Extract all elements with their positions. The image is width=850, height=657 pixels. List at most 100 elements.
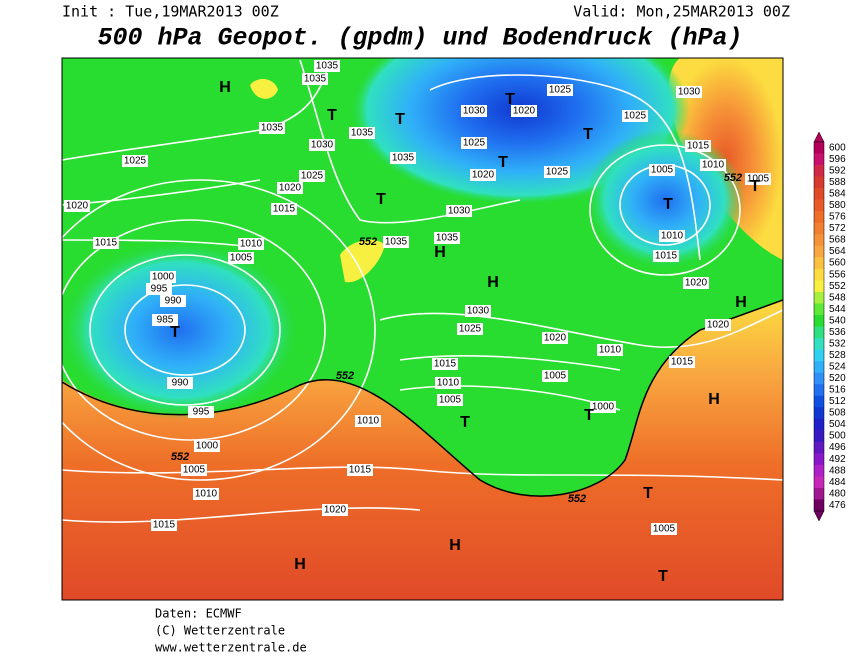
website: www.wetterzentrale.de: [155, 641, 307, 655]
valid-time: Valid: Mon,25MAR2013 00Z: [573, 3, 790, 21]
colorbar-label: 576: [829, 212, 846, 223]
low-pressure-center: T: [658, 568, 668, 585]
colorbar-swatch: [814, 395, 824, 408]
geopotential-label: 552: [171, 451, 189, 463]
low-pressure-center: T: [643, 485, 653, 502]
low-pressure-center: T: [327, 107, 337, 124]
isobar-label-box: [390, 152, 416, 164]
colorbar-label: 572: [829, 223, 846, 234]
isobar-label: 1010: [437, 378, 460, 389]
isobar-label-box: [457, 323, 483, 335]
isobar-label: 1015: [273, 204, 296, 215]
colorbar-label: 556: [829, 269, 846, 280]
isobar-label: 1005: [439, 395, 462, 406]
colorbar-label: 492: [829, 454, 846, 465]
colorbar-label: 500: [829, 431, 846, 442]
isobar-label: 1020: [685, 278, 708, 289]
isobar-label-box: [259, 122, 285, 134]
isobar-label-box: [669, 356, 695, 368]
colorbar-label: 532: [829, 338, 846, 349]
isobar-label-box: [465, 305, 491, 317]
isobar-label: 1015: [687, 141, 710, 152]
low-pressure-center: T: [583, 126, 593, 143]
colorbar-label: 584: [829, 189, 846, 200]
isobar-label: 1020: [472, 170, 495, 181]
low-pressure-center: T: [750, 178, 760, 195]
isobar-label: 1025: [546, 167, 569, 178]
isobar-label-box: [590, 401, 616, 413]
isobar-label-box: [64, 200, 90, 212]
colorbar-label: 540: [829, 315, 846, 326]
colorbar-swatch: [814, 165, 824, 177]
colorbar-label: 504: [829, 419, 846, 430]
isobar-label-box: [649, 164, 675, 176]
isobar-label: 1035: [304, 74, 327, 85]
colorbar-swatch: [814, 176, 824, 189]
isobar-label: 1005: [230, 253, 253, 264]
colorbar-label: 568: [829, 235, 846, 246]
colorbar-swatch: [814, 326, 824, 339]
colorbar-swatch: [814, 487, 824, 500]
low-pressure-center: T: [663, 196, 673, 213]
isobar-label: 1035: [261, 123, 284, 134]
isobar-label: 1010: [357, 416, 380, 427]
isobar-label-box: [547, 84, 573, 96]
isobar-label-box: [461, 105, 487, 117]
isobar-label: 1030: [678, 87, 701, 98]
colorbar-label: 488: [829, 465, 846, 476]
isobar-label-box: [461, 137, 487, 149]
colorbar-label: 600: [829, 142, 846, 153]
map-frame: [61, 57, 784, 601]
isobar-label-box: [160, 295, 186, 307]
colorbar-swatch: [814, 245, 824, 258]
low-pressure-center: T: [395, 111, 405, 128]
colorbar-swatch: [814, 234, 824, 247]
low-pressure-center: T: [584, 407, 594, 424]
isobar-label: 1035: [436, 233, 459, 244]
colorbar-label: 592: [829, 165, 846, 176]
high-pressure-center: H: [434, 244, 446, 261]
isobar-label: 1015: [349, 465, 372, 476]
isobar-label-box: [542, 332, 568, 344]
colorbar-label: 508: [829, 408, 846, 419]
colorbar-swatch: [814, 280, 824, 293]
colorbar-label: 524: [829, 362, 846, 373]
map-field: [62, 58, 783, 600]
isobar-label-box: [745, 173, 771, 185]
isobar-label-box: [93, 237, 119, 249]
colorbar-swatch: [814, 188, 824, 200]
geopotential-label: 552: [336, 370, 354, 382]
isobar-label-box: [622, 110, 648, 122]
isobar-label: 995: [193, 407, 210, 418]
colorbar-swatch: [814, 384, 824, 396]
isobar-label: 1000: [152, 272, 175, 283]
isobar-label: 995: [151, 284, 168, 295]
isobar-label: 1030: [448, 206, 471, 217]
isobar-label: 1020: [513, 106, 536, 117]
isobar-label: 985: [157, 315, 174, 326]
colorbar-swatch: [814, 142, 824, 154]
isobar-label: 1005: [653, 524, 676, 535]
colorbar-swatch: [814, 361, 824, 373]
isobar-label-box: [659, 230, 685, 242]
isobar-label: 1025: [301, 171, 324, 182]
colorbar-label: 544: [829, 304, 846, 315]
colorbar-swatch: [814, 257, 824, 270]
isobar-label-box: [651, 523, 677, 535]
isobar-label-box: [470, 169, 496, 181]
isobar-label-box: [685, 140, 711, 152]
colorbar-bottom-arrow: [813, 510, 825, 522]
colorbar-label: 476: [829, 500, 846, 511]
low-pressure-center: T: [376, 191, 386, 208]
colorbar-label: 552: [829, 281, 846, 292]
isobar-label-box: [544, 166, 570, 178]
colorbar-label: 596: [829, 154, 846, 165]
isobar-label: 1005: [651, 165, 674, 176]
isobar-label-box: [150, 271, 176, 283]
colorbar-label: 516: [829, 385, 846, 396]
colorbar-top-arrow: [813, 131, 825, 143]
high-pressure-center: H: [487, 274, 499, 291]
colorbar-swatch: [814, 199, 824, 212]
isobar-label-box: [277, 182, 303, 194]
